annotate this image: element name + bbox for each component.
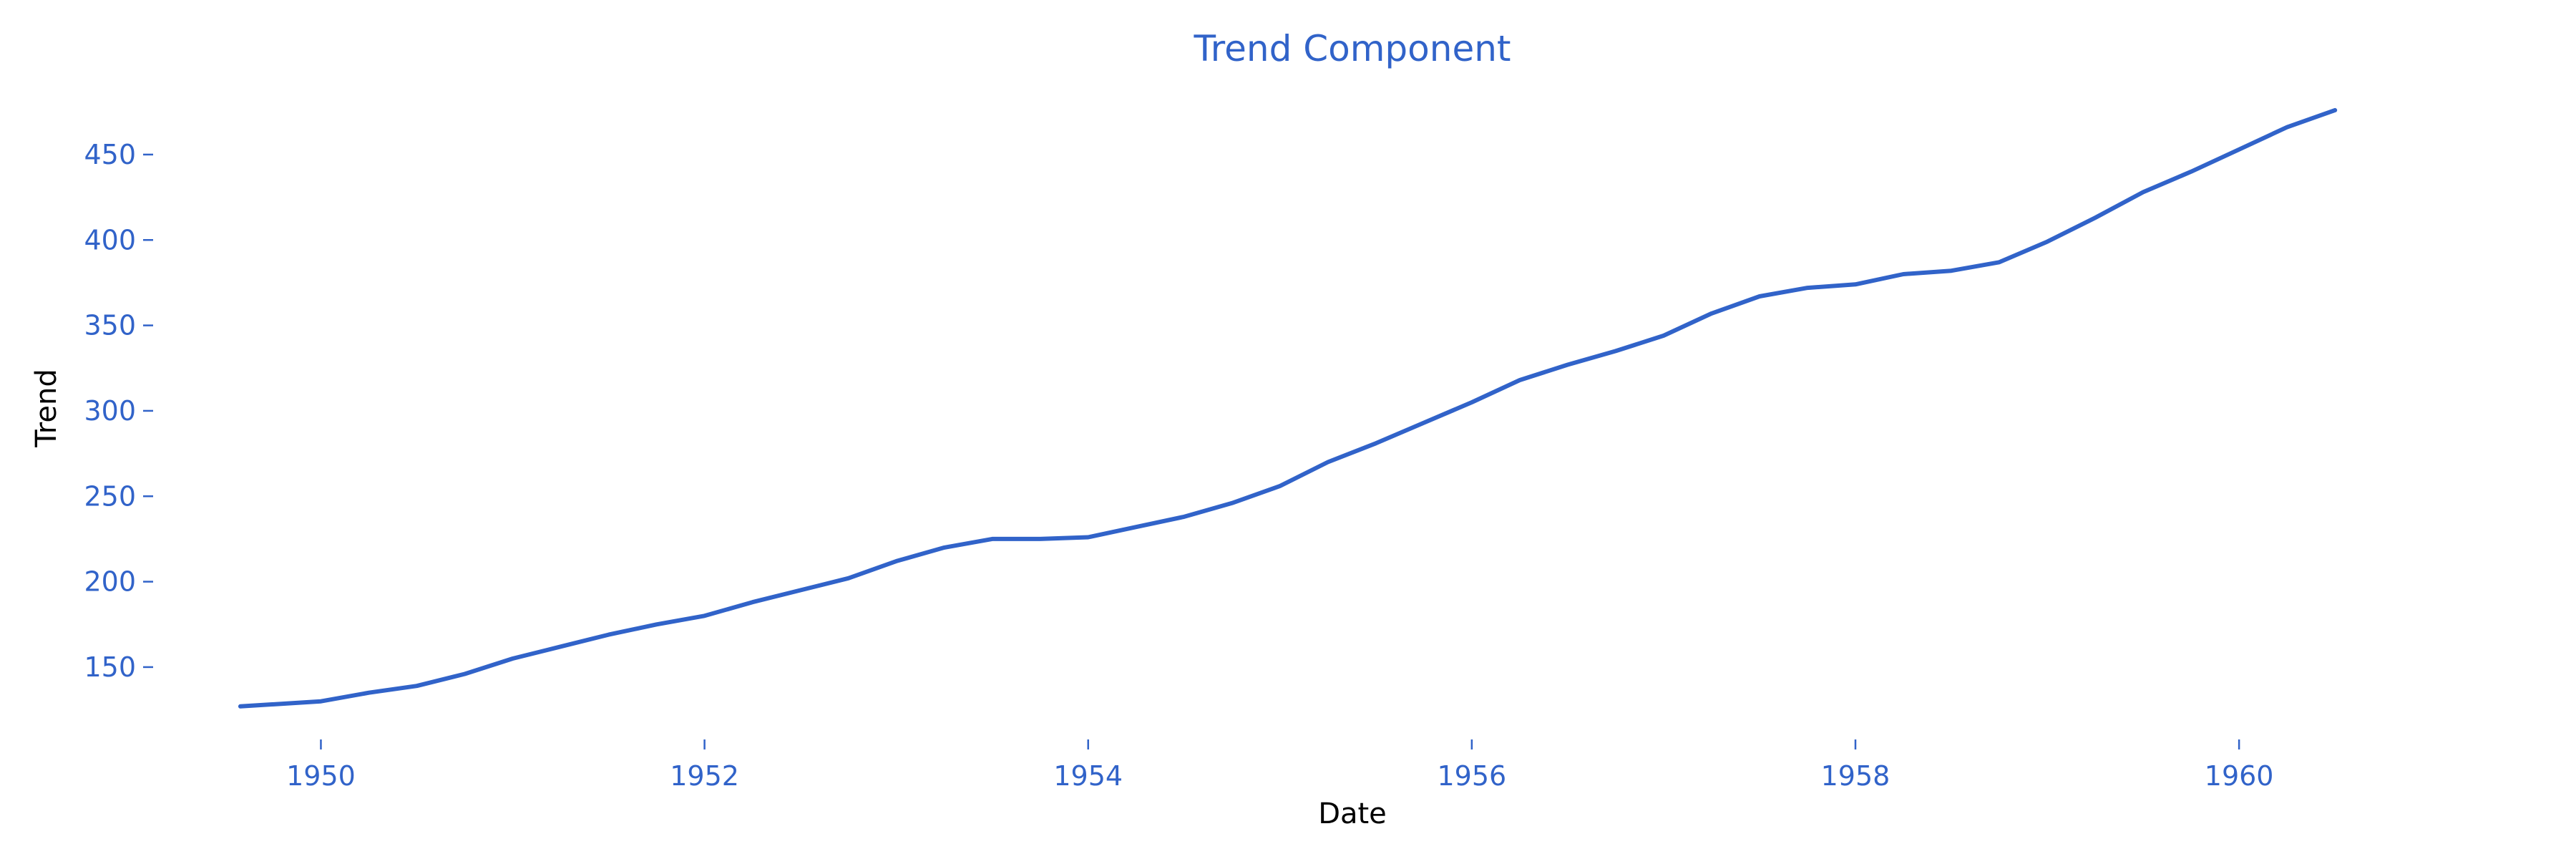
y-tick-label: 350 [84, 310, 136, 341]
y-tick-label: 150 [84, 651, 136, 683]
x-tick-label: 1950 [286, 760, 356, 792]
y-tick-label: 200 [84, 566, 136, 598]
y-axis-label: Trend [30, 369, 63, 447]
chart-title: Trend Component [1193, 28, 1511, 69]
y-tick-label: 250 [84, 480, 136, 512]
x-tick-label: 1954 [1053, 760, 1123, 792]
y-tick-label: 400 [84, 224, 136, 256]
x-tick-label: 1952 [670, 760, 739, 792]
trend-series-line [238, 107, 2338, 709]
y-axis-ticks: 150 200 250 300 350 400 450 [84, 139, 153, 683]
y-tick-label: 300 [84, 395, 136, 427]
x-tick-label: 1958 [1821, 760, 1890, 792]
x-axis-ticks: 1950 1952 1954 1956 1958 1960 [286, 739, 2273, 792]
y-tick-label: 450 [84, 139, 136, 170]
x-tick-label: 1960 [2205, 760, 2274, 792]
x-tick-label: 1956 [1437, 760, 1506, 792]
x-axis-label: Date [1318, 797, 1387, 830]
